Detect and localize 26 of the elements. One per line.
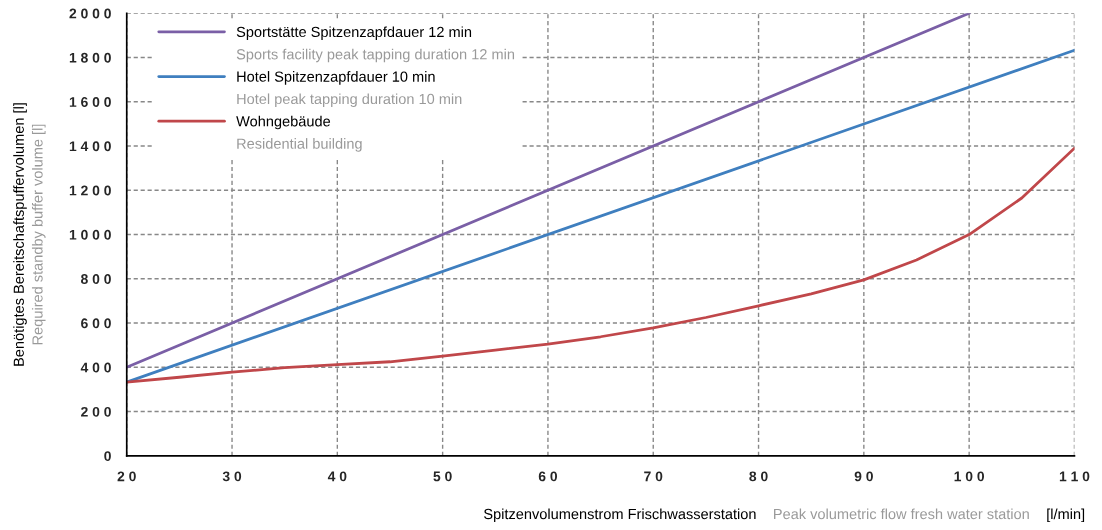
x-tick-label: 5 0 bbox=[433, 471, 452, 482]
y-tick-label: 0 bbox=[104, 451, 111, 461]
y-tick-label: 1 2 0 0 bbox=[69, 185, 111, 196]
legend-label: Hotel Spitzenzapfdauer 10 min Hotel peak tapping duration 10 min bbox=[237, 71, 462, 107]
y-tick-label: 1 4 0 0 bbox=[69, 141, 111, 152]
x-tick-label: 1 1 0 bbox=[1059, 471, 1090, 482]
y-tick-label: 4 0 0 bbox=[80, 362, 111, 373]
y-tick-label: 1 0 0 0 bbox=[69, 229, 111, 240]
y-axis-title: Benötigtes Bereitschaftspuffervolumen [l] Required standby buffer volume [l] bbox=[13, 103, 46, 366]
x-tick-label: 4 0 bbox=[327, 471, 347, 482]
x-tick-label: 2 0 bbox=[117, 471, 136, 482]
y-tick-label: 1 6 0 0 bbox=[69, 97, 111, 107]
legend-label: Sportstätte Spitzenzapfdauer 12 min Sports facility peak tapping duration 12 min bbox=[236, 26, 515, 63]
y-tick-label: 1 8 0 0 bbox=[69, 52, 111, 63]
y-tick-label: 2 0 0 bbox=[81, 406, 111, 417]
x-tick-label: 1 0 0 bbox=[954, 471, 985, 482]
text: Spitzenvolumenstrom Frischwasserstation Peak volumetric flow fresh water station [l/min] bbox=[484, 508, 1085, 523]
y-tick-label: 2 0 0 0 bbox=[69, 8, 111, 19]
x-tick-label: 3 0 bbox=[222, 471, 242, 482]
x-tick-label: 8 0 bbox=[749, 471, 768, 482]
x-tick-label: 6 0 bbox=[538, 471, 558, 482]
legend-label: Wohngebäude Residential building bbox=[236, 115, 362, 152]
x-tick-label: 9 0 bbox=[854, 471, 873, 482]
y-tick-label: 6 0 0 bbox=[81, 318, 111, 329]
x-tick-label: 7 0 bbox=[644, 471, 663, 482]
y-tick-label: 8 0 0 bbox=[81, 274, 111, 284]
